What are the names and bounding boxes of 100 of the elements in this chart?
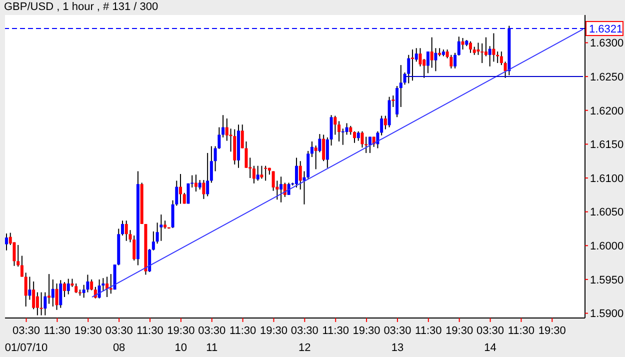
- candlestick: [90, 278, 94, 291]
- candlestick: [334, 115, 337, 136]
- candlestick: [63, 282, 66, 298]
- candlestick: [260, 165, 264, 180]
- candlestick: [66, 278, 70, 295]
- candlestick: [480, 42, 484, 64]
- candlestick: [179, 173, 182, 204]
- candlestick: [368, 136, 372, 154]
- y-tick-label: 1.6050: [590, 206, 624, 219]
- candlestick: [461, 37, 464, 50]
- candlestick: [240, 124, 244, 149]
- candlestick: [454, 52, 457, 69]
- candlestick: [74, 283, 78, 294]
- candlestick: [496, 51, 500, 64]
- candlestick: [202, 180, 206, 200]
- x-tick-label: 19:30: [538, 325, 566, 337]
- candlestick: [210, 146, 213, 184]
- candlestick: [160, 214, 163, 242]
- x-tick-label: 11:30: [322, 325, 349, 337]
- candlestick: [434, 48, 438, 72]
- candlestick: [287, 182, 290, 196]
- candlestick: [206, 152, 210, 197]
- candlestick: [353, 130, 356, 144]
- x-tick-label: 19:30 10: [167, 325, 195, 354]
- candlestick: [457, 36, 460, 56]
- x-tick-label: 03:30 13: [384, 325, 412, 354]
- candlestick: [148, 248, 152, 273]
- candlestick: [484, 36, 488, 57]
- candlestick: [376, 130, 380, 149]
- candlestick: [252, 165, 256, 184]
- candlestick: [5, 232, 8, 251]
- x-tick-label: 03:30 12: [290, 325, 318, 354]
- candlestick: [492, 32, 496, 62]
- y-tick-label: 1.6250: [590, 71, 624, 84]
- candlestick: [488, 46, 492, 67]
- x-tick-label: 03:30 11: [198, 325, 226, 354]
- candlestick: [28, 276, 32, 300]
- x-tick-label: 03:30 08: [105, 325, 133, 354]
- candlestick: [198, 180, 202, 190]
- candlestick: [411, 48, 414, 82]
- candlestick: [194, 174, 198, 192]
- candlestick: [341, 128, 344, 146]
- candlestick: [476, 42, 480, 56]
- x-tick-label: 19:30: [260, 325, 288, 337]
- candlestick: [48, 274, 51, 304]
- candlestick: [40, 292, 43, 316]
- candlestick: [124, 220, 128, 242]
- candlestick: [51, 278, 54, 307]
- candlestick: [264, 165, 268, 182]
- candlestick: [44, 292, 47, 316]
- y-tick-label: 1.6000: [590, 240, 624, 253]
- x-tick-label: 11:30: [508, 325, 535, 337]
- candlestick: [345, 122, 348, 136]
- candlestick: [380, 115, 384, 136]
- candlestick: [356, 130, 360, 142]
- y-tick-label: 1.5900: [590, 308, 624, 320]
- candlestick: [306, 150, 310, 180]
- candlestick: [326, 136, 329, 168]
- candlestick: [504, 61, 507, 78]
- candlestick: [338, 120, 341, 142]
- y-tick-label: 1.6200: [590, 105, 624, 118]
- candlestick: [360, 130, 364, 148]
- ref-line-label: 1.6321: [589, 24, 623, 36]
- x-tick-label: 19:30: [74, 325, 102, 337]
- candlestick: [414, 48, 418, 62]
- candlestick: [16, 244, 20, 268]
- candlestick: [500, 51, 503, 66]
- candlestick: [399, 64, 402, 108]
- candlestick: [364, 136, 368, 154]
- chart-title: GBP/USD , 1 hour , # 131 / 300: [4, 1, 158, 13]
- candlestick: [32, 280, 36, 310]
- candlestick: [384, 115, 387, 130]
- candlestick: [222, 114, 225, 138]
- candlestick: [426, 51, 430, 74]
- candlestick: [330, 114, 333, 146]
- candlestick: [225, 118, 228, 142]
- candlestick: [55, 283, 58, 310]
- candlestick: [109, 274, 112, 294]
- candlestick: [407, 54, 410, 84]
- candlestick: [190, 174, 194, 188]
- x-tick-label: 11:30: [229, 325, 256, 337]
- candlestick: [152, 230, 155, 251]
- candlestick: [36, 292, 39, 316]
- candlestick: [430, 36, 434, 68]
- candlestick: [20, 255, 24, 278]
- x-tick-label: 11:30: [44, 325, 71, 337]
- y-tick-label: 1.6100: [590, 172, 624, 185]
- y-tick-label: 1.6150: [590, 139, 624, 152]
- candlestick: [283, 182, 286, 198]
- candlestick: [59, 280, 62, 308]
- x-tick-label: 11:30: [415, 325, 442, 337]
- x-tick-label: 03:30 14: [476, 325, 504, 354]
- candlestick: [295, 157, 298, 188]
- x-tick-label: 19:30: [446, 325, 474, 337]
- candlestick: [24, 272, 28, 307]
- candlestick: [310, 140, 314, 158]
- candlestick: [121, 220, 124, 236]
- x-tick-label: 19:30: [352, 325, 380, 337]
- candlestick: [418, 48, 422, 67]
- x-tick-label: 11:30: [136, 325, 164, 337]
